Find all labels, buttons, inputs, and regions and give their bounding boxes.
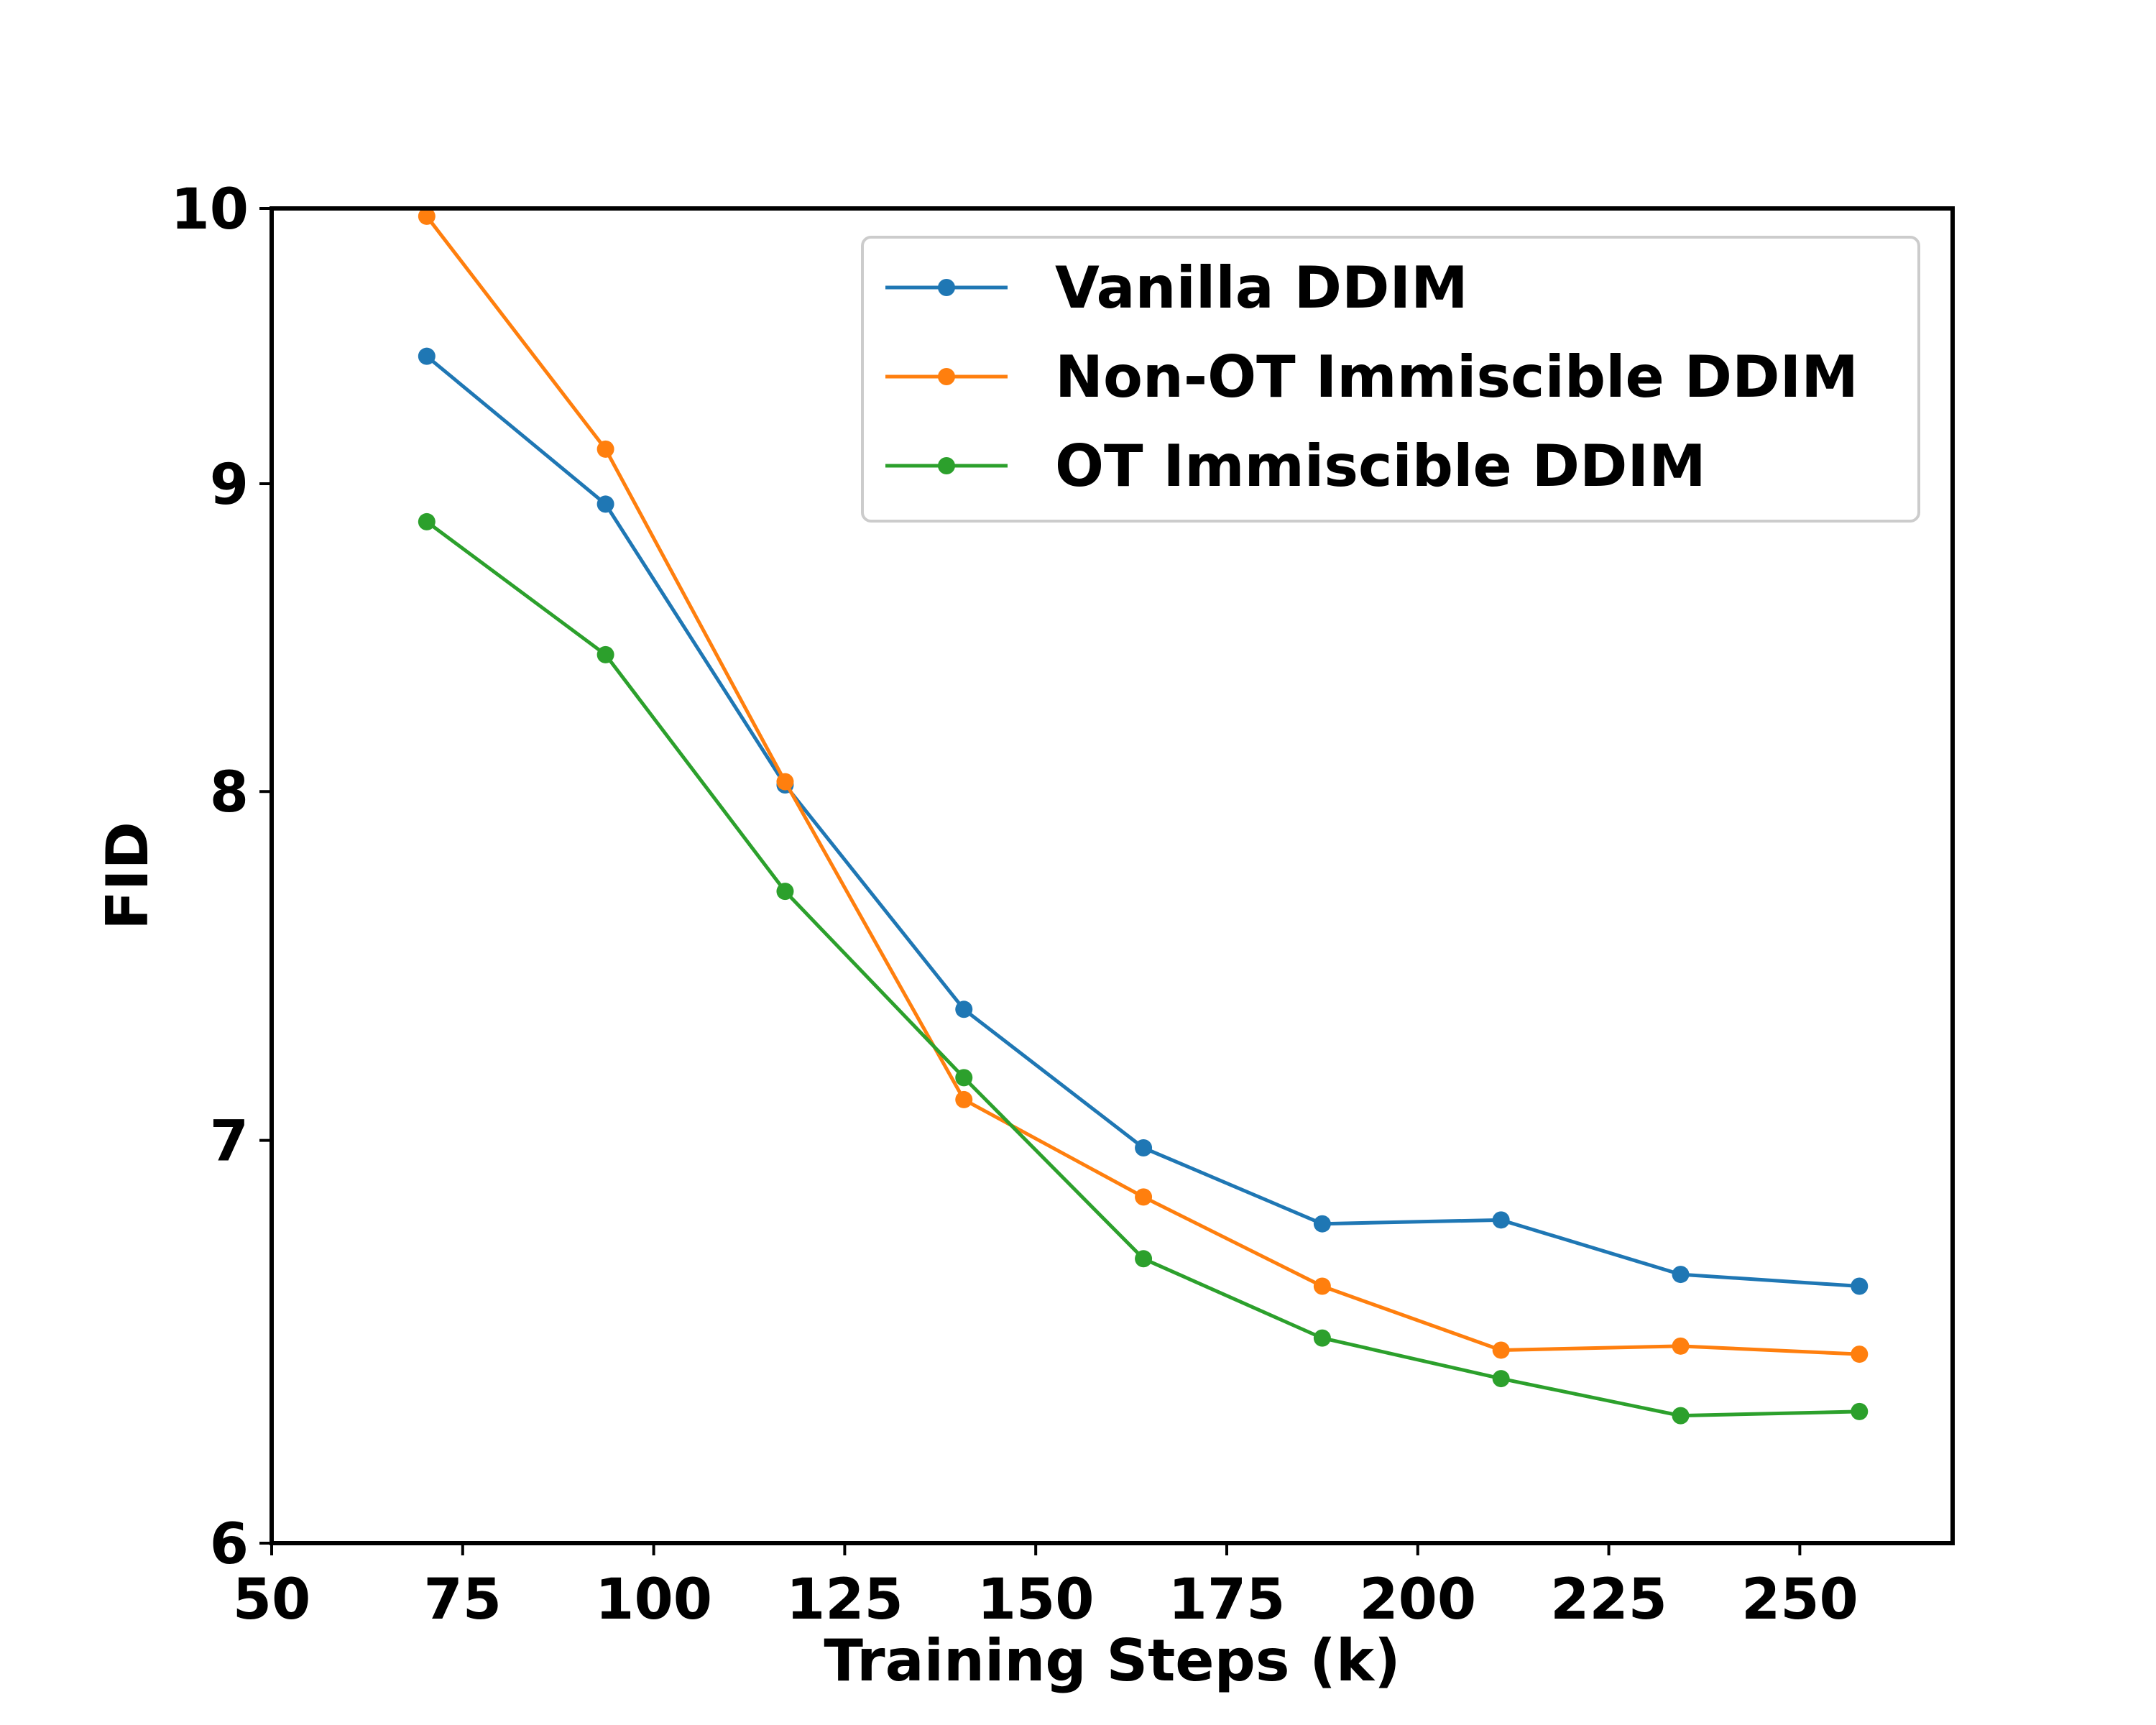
- legend-marker: [938, 457, 955, 474]
- x-tick-label: 150: [977, 1568, 1095, 1632]
- y-axis-title: FID: [94, 822, 161, 930]
- data-point: [1851, 1346, 1869, 1363]
- data-point: [1672, 1337, 1690, 1355]
- y-tick-label: 9: [210, 453, 249, 518]
- data-point: [1672, 1266, 1690, 1284]
- data-point: [955, 1069, 973, 1087]
- legend-label: Non-OT Immiscible DDIM: [1055, 344, 1858, 410]
- legend-marker: [938, 368, 955, 385]
- data-point: [596, 645, 614, 663]
- x-tick-label: 200: [1359, 1568, 1476, 1632]
- legend-item: OT Immiscible DDIM: [885, 433, 1706, 500]
- plot-frame: [270, 206, 1955, 1545]
- x-tick-label: 75: [424, 1568, 502, 1632]
- y-tick-label: 8: [210, 760, 249, 825]
- data-point: [1672, 1407, 1690, 1425]
- legend-item: Non-OT Immiscible DDIM: [885, 344, 1858, 410]
- legend: Vanilla DDIM Non-OT Immiscible DDIM OT Imm…: [861, 236, 1920, 523]
- x-axis-title: Training Steps (k): [824, 1627, 1400, 1694]
- legend-label: OT Immiscible DDIM: [1055, 433, 1706, 500]
- legend-box: [861, 236, 1920, 523]
- legend-item: Vanilla DDIM: [885, 254, 1468, 321]
- data-point: [955, 1000, 973, 1018]
- series-line: [425, 520, 1860, 1418]
- ticks-layer: 50 75 100 125 150 175 200 225 250 6 7 8 9 10: [170, 178, 1858, 1632]
- series-2: [418, 207, 1869, 1363]
- x-tick-label: 50: [233, 1568, 311, 1632]
- x-tick-label: 250: [1741, 1568, 1858, 1632]
- x-tick-label: 175: [1169, 1568, 1286, 1632]
- data-point: [418, 347, 436, 365]
- data-point: [1135, 1188, 1153, 1206]
- data-point: [596, 440, 614, 458]
- x-tick-label: 125: [786, 1568, 903, 1632]
- legend-label: Vanilla DDIM: [1055, 254, 1468, 321]
- x-tick-label: 225: [1550, 1568, 1667, 1632]
- legend-marker: [938, 279, 955, 296]
- data-point: [1851, 1277, 1869, 1295]
- data-point: [776, 773, 794, 791]
- data-point: [418, 207, 436, 225]
- data-point: [1492, 1370, 1510, 1388]
- data-point: [1313, 1329, 1331, 1347]
- data-point: [1135, 1139, 1153, 1157]
- data-point: [1492, 1211, 1510, 1229]
- y-tick-label: 7: [210, 1110, 249, 1174]
- y-tick-label: 6: [210, 1512, 249, 1577]
- series-layer: [418, 207, 1869, 1425]
- data-point: [955, 1090, 973, 1108]
- x-tick-label: 100: [595, 1568, 712, 1632]
- data-point: [1851, 1402, 1869, 1420]
- data-point: [1135, 1250, 1153, 1268]
- data-point: [418, 512, 436, 530]
- y-tick-label: 10: [170, 178, 249, 242]
- data-point: [776, 883, 794, 901]
- data-point: [1313, 1215, 1331, 1233]
- data-point: [596, 495, 614, 513]
- series-3: [418, 512, 1869, 1425]
- data-point: [1492, 1341, 1510, 1359]
- data-point: [1313, 1277, 1331, 1295]
